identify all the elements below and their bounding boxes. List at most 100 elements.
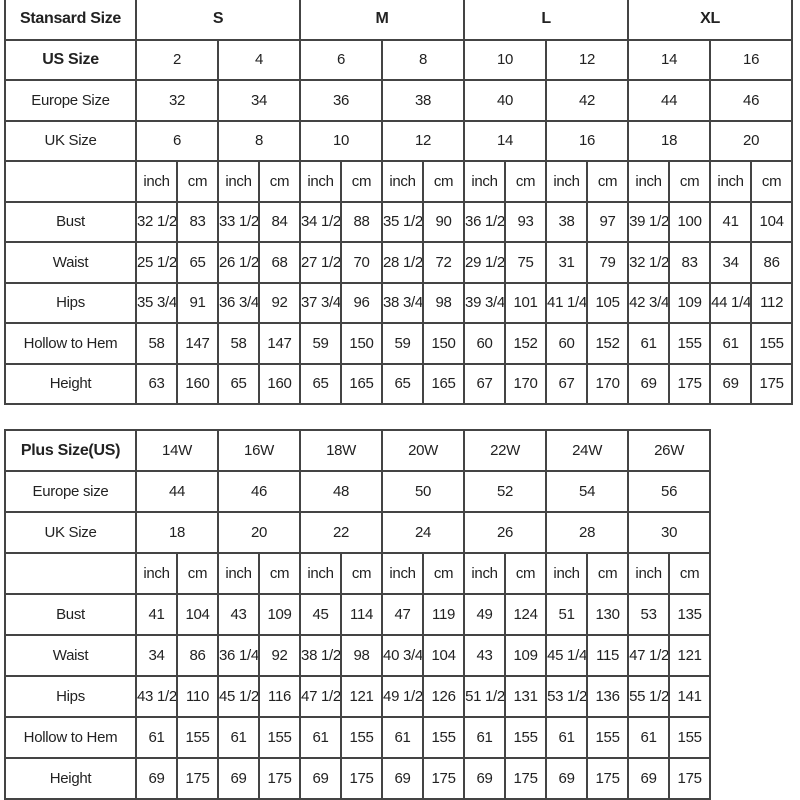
europe-size-row: Europe size 44 46 48 50 52 54 56 <box>4 470 712 513</box>
measurement-cell: 98 <box>340 634 384 677</box>
measurement-cell: 175 <box>504 757 548 800</box>
uk-size-cell: 10 <box>299 119 383 162</box>
measurement-cell: 155 <box>175 716 220 759</box>
measurement-cell: 109 <box>504 634 548 677</box>
measurement-cell: 69 <box>463 757 507 800</box>
unit-inch: inch <box>381 552 425 595</box>
unit-cm: cm <box>340 160 383 203</box>
us-size-cell: 16 <box>709 38 794 81</box>
measurement-cell: 33 1/2 <box>217 200 260 243</box>
us-size-cell: 22W <box>463 429 548 472</box>
measurement-cell: 69 <box>545 757 589 800</box>
unit-inch: inch <box>709 160 753 203</box>
height-label: Height <box>4 757 137 800</box>
measurement-cell: 101 <box>504 281 548 324</box>
measurement-cell: 114 <box>340 593 384 636</box>
measurement-cell: 121 <box>340 675 384 718</box>
height-label: Height <box>4 362 137 405</box>
hips-row: Hips 43 1/2 110 45 1/2 116 47 1/2 121 49 1/2 126… <box>4 675 712 718</box>
unit-inch: inch <box>627 552 671 595</box>
europe-size-cell: 44 <box>627 79 712 122</box>
measurement-cell: 160 <box>258 362 301 405</box>
europe-size-row: Europe Size 32 34 36 38 40 42 44 46 <box>4 79 794 122</box>
measurement-cell: 70 <box>340 241 383 284</box>
measurement-cell: 49 <box>463 593 507 636</box>
unit-cm: cm <box>421 160 466 203</box>
measurement-cell: 90 <box>421 200 466 243</box>
europe-size-cell: 50 <box>381 470 466 513</box>
measurement-cell: 65 <box>381 362 424 405</box>
measurement-cell: 41 1/4 <box>545 281 589 324</box>
europe-size-cell: 46 <box>709 79 794 122</box>
measurement-cell: 150 <box>340 322 383 365</box>
measurement-cell: 43 <box>463 634 507 677</box>
unit-cm: cm <box>422 552 466 595</box>
uk-size-cell: 8 <box>217 119 301 162</box>
measurement-cell: 35 1/2 <box>381 200 424 243</box>
uk-size-cell: 6 <box>135 119 219 162</box>
measurement-cell: 155 <box>340 716 384 759</box>
us-size-cell: 24W <box>545 429 630 472</box>
unit-cm: cm <box>750 160 794 203</box>
measurement-cell: 92 <box>258 634 302 677</box>
measurement-cell: 35 3/4 <box>135 281 178 324</box>
hollow-to-hem-row: Hollow to Hem 61 155 61 155 61 155 61 155 61 155 61… <box>4 716 712 759</box>
unit-cm: cm <box>504 552 548 595</box>
measurement-cell: 86 <box>750 241 794 284</box>
measurement-cell: 165 <box>340 362 383 405</box>
measurement-cell: 98 <box>421 281 466 324</box>
europe-size-cell: 32 <box>135 79 219 122</box>
measurement-cell: 84 <box>258 200 301 243</box>
waist-row: Waist 25 1/2 65 26 1/2 68 27 1/2 70 28 1/2 72 29 … <box>4 241 794 284</box>
us-size-cell: 20W <box>381 429 466 472</box>
measurement-cell: 42 3/4 <box>627 281 671 324</box>
measurement-cell: 69 <box>299 757 343 800</box>
measurement-cell: 121 <box>668 634 712 677</box>
measurement-cell: 36 3/4 <box>217 281 260 324</box>
unit-cm: cm <box>340 552 384 595</box>
measurement-cell: 60 <box>545 322 589 365</box>
measurement-cell: 92 <box>258 281 301 324</box>
unit-cm: cm <box>586 160 630 203</box>
unit-cm: cm <box>176 160 219 203</box>
hips-label: Hips <box>4 281 137 324</box>
measurement-cell: 155 <box>750 322 794 365</box>
measurement-cell: 45 1/2 <box>217 675 261 718</box>
unit-inch: inch <box>463 160 507 203</box>
unit-inch: inch <box>463 552 507 595</box>
unit-inch: inch <box>381 160 424 203</box>
measurement-cell: 34 1/2 <box>299 200 342 243</box>
us-size-label: US Size <box>4 38 137 81</box>
europe-size-cell: 46 <box>217 470 302 513</box>
measurement-cell: 152 <box>586 322 630 365</box>
measurement-cell: 155 <box>668 716 712 759</box>
measurement-cell: 59 <box>299 322 342 365</box>
unit-inch: inch <box>135 552 178 595</box>
europe-size-cell: 40 <box>463 79 548 122</box>
uk-size-row: UK Size 6 8 10 12 14 16 18 20 <box>4 119 794 162</box>
measurement-cell: 67 <box>463 362 507 405</box>
measurement-cell: 109 <box>258 593 302 636</box>
measurement-cell: 45 <box>299 593 343 636</box>
measurement-cell: 61 <box>627 322 671 365</box>
measurement-cell: 65 <box>299 362 342 405</box>
measurement-cell: 47 <box>381 593 425 636</box>
measurement-cell: 147 <box>258 322 301 365</box>
us-size-cell: 14W <box>134 429 220 472</box>
us-size-cell: 12 <box>545 38 630 81</box>
measurement-cell: 175 <box>340 757 384 800</box>
header-label: Plus Size(US) <box>4 429 137 472</box>
measurement-cell: 61 <box>299 716 343 759</box>
europe-size-cell: 38 <box>380 79 466 122</box>
measurement-cell: 34 <box>135 634 178 677</box>
unit-inch: inch <box>299 552 343 595</box>
measurement-cell: 100 <box>668 200 712 243</box>
hips-label: Hips <box>4 675 137 718</box>
bust-label: Bust <box>4 200 137 243</box>
measurement-cell: 61 <box>627 716 671 759</box>
uk-size-cell: 12 <box>380 119 466 162</box>
measurement-cell: 104 <box>175 593 220 636</box>
measurement-cell: 47 1/2 <box>299 675 343 718</box>
measurement-cell: 79 <box>586 241 630 284</box>
measurement-cell: 69 <box>709 362 753 405</box>
